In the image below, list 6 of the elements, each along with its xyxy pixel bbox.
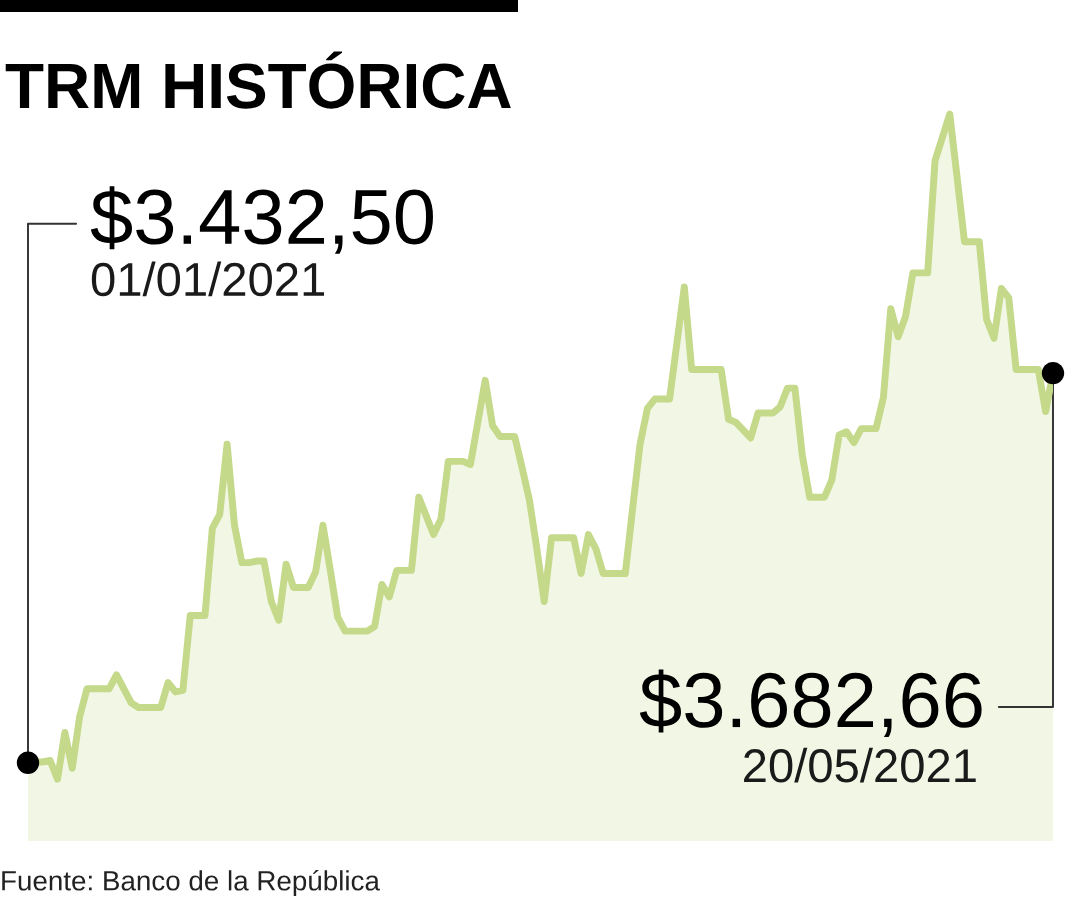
data-label: $3.682,66 [639, 669, 982, 738]
annotation: Fuente: Banco de la República [2, 869, 380, 897]
annotation: 20/05/2021 [744, 747, 976, 783]
chart-title: TRM HISTÓRICA [5, 51, 511, 109]
annotation: 01/01/2021 [91, 261, 325, 297]
data-label: $3.432,50 [90, 186, 433, 254]
